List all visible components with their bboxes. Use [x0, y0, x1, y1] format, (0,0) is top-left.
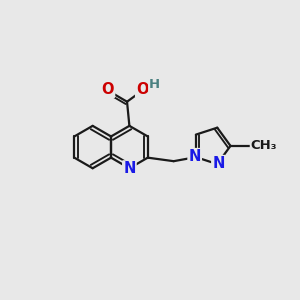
Text: O: O: [102, 82, 114, 97]
Text: O: O: [136, 82, 148, 97]
Text: N: N: [123, 161, 136, 176]
Text: N: N: [212, 156, 225, 171]
Text: CH₃: CH₃: [251, 140, 277, 152]
Text: N: N: [188, 149, 201, 164]
Text: H: H: [149, 77, 160, 91]
